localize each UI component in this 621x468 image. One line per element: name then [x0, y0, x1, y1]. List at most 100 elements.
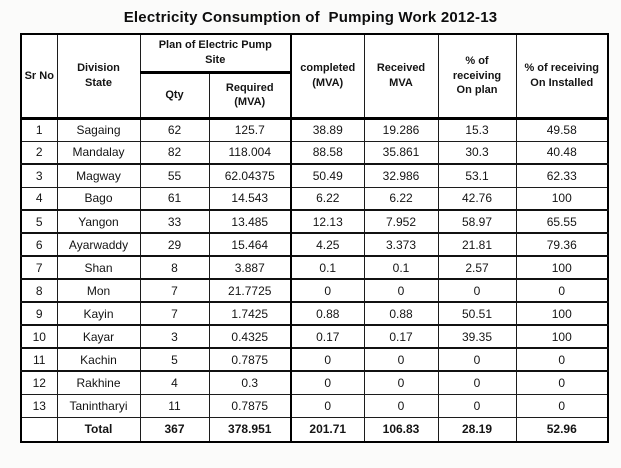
- col-header-plan-of-electric-pump-site: Plan of Electric Pump Site: [139, 33, 292, 74]
- cell-sr: 6: [20, 232, 58, 257]
- table-row-rakhine: 12 Rakhine 4 0.3 0 0 0 0: [20, 370, 609, 395]
- table-row-kachin: 11 Kachin 5 0.7875 0 0 0 0: [20, 347, 609, 372]
- cell-state: Mandalay: [56, 140, 141, 165]
- cell-qty: 33: [139, 209, 210, 234]
- cell-total-completed: 201.71: [290, 416, 365, 443]
- cell-qty: 55: [139, 163, 210, 188]
- cell-received: 0.17: [363, 324, 439, 349]
- cell-received: 6.22: [363, 186, 439, 211]
- electricity-consumption-table: Sr No Division State Plan of Electric Pu…: [20, 33, 609, 443]
- col-header-completed-mva: completed (MVA): [290, 33, 365, 119]
- cell-qty: 61: [139, 186, 210, 211]
- table-row-yangon: 5 Yangon 33 13.485 12.13 7.952 58.97 65.…: [20, 209, 609, 234]
- col-header-pct-receiving-on-installed: % of receiving On Installed: [515, 33, 609, 119]
- col-header-qty: Qty: [139, 71, 210, 119]
- cell-pct-plan: 15.3: [437, 117, 517, 142]
- cell-pct-plan: 30.3: [437, 140, 517, 165]
- cell-completed: 0: [290, 278, 365, 303]
- cell-required: 0.7875: [208, 393, 292, 418]
- cell-total-qty: 367: [139, 416, 210, 443]
- cell-completed: 4.25: [290, 232, 365, 257]
- col-header-division-state: Division State: [56, 33, 141, 119]
- cell-required: 1.7425: [208, 301, 292, 326]
- cell-required: 14.543: [208, 186, 292, 211]
- table-row-magway: 3 Magway 55 62.04375 50.49 32.986 53.1 6…: [20, 163, 609, 188]
- cell-sr: 8: [20, 278, 58, 303]
- cell-sr: 9: [20, 301, 58, 326]
- cell-state: Kayin: [56, 301, 141, 326]
- table-row-shan: 7 Shan 8 3.887 0.1 0.1 2.57 100: [20, 255, 609, 280]
- cell-required: 0.4325: [208, 324, 292, 349]
- cell-completed: 88.58: [290, 140, 365, 165]
- cell-completed: 50.49: [290, 163, 365, 188]
- cell-pct-installed: 0: [515, 278, 609, 303]
- cell-pct-installed: 100: [515, 255, 609, 280]
- cell-received: 3.373: [363, 232, 439, 257]
- cell-sr: 7: [20, 255, 58, 280]
- cell-state: Yangon: [56, 209, 141, 234]
- col-header-pct-receiving-on-plan: % of receiving On plan: [437, 33, 517, 119]
- cell-pct-installed: 79.36: [515, 232, 609, 257]
- page-title: Electricity Consumption of Pumping Work …: [123, 9, 498, 26]
- cell-required: 13.485: [208, 209, 292, 234]
- cell-pct-installed: 49.58: [515, 117, 609, 142]
- cell-received: 35.861: [363, 140, 439, 165]
- cell-required: 118.004: [208, 140, 292, 165]
- cell-total-required: 378.951: [208, 416, 292, 443]
- cell-required: 62.04375: [208, 163, 292, 188]
- cell-sr-empty: [20, 416, 58, 443]
- cell-received: 0.88: [363, 301, 439, 326]
- cell-state: Shan: [56, 255, 141, 280]
- cell-pct-installed: 62.33: [515, 163, 609, 188]
- cell-pct-plan: 2.57: [437, 255, 517, 280]
- cell-required: 21.7725: [208, 278, 292, 303]
- cell-state: Kachin: [56, 347, 141, 372]
- cell-pct-installed: 100: [515, 186, 609, 211]
- cell-total-pct-installed: 52.96: [515, 416, 609, 443]
- table-row-mandalay: 2 Mandalay 82 118.004 88.58 35.861 30.3 …: [20, 140, 609, 165]
- col-header-required-mva: Required (MVA): [208, 71, 292, 119]
- cell-total-label: Total: [56, 416, 141, 443]
- cell-qty: 7: [139, 301, 210, 326]
- cell-qty: 5: [139, 347, 210, 372]
- cell-sr: 10: [20, 324, 58, 349]
- cell-received: 7.952: [363, 209, 439, 234]
- cell-received: 0: [363, 393, 439, 418]
- cell-qty: 3: [139, 324, 210, 349]
- cell-completed: 38.89: [290, 117, 365, 142]
- cell-received: 19.286: [363, 117, 439, 142]
- cell-pct-plan: 0: [437, 278, 517, 303]
- table-row-sagaing: 1 Sagaing 62 125.7 38.89 19.286 15.3 49.…: [20, 117, 609, 142]
- cell-required: 125.7: [208, 117, 292, 142]
- cell-sr: 1: [20, 117, 58, 142]
- cell-pct-plan: 58.97: [437, 209, 517, 234]
- cell-pct-plan: 53.1: [437, 163, 517, 188]
- cell-pct-installed: 40.48: [515, 140, 609, 165]
- cell-sr: 3: [20, 163, 58, 188]
- col-header-received-mva: Received MVA: [363, 33, 439, 119]
- cell-completed: 0: [290, 393, 365, 418]
- cell-qty: 11: [139, 393, 210, 418]
- cell-completed: 6.22: [290, 186, 365, 211]
- cell-pct-installed: 0: [515, 393, 609, 418]
- cell-required: 0.3: [208, 370, 292, 395]
- cell-sr: 12: [20, 370, 58, 395]
- cell-completed: 0.17: [290, 324, 365, 349]
- cell-sr: 5: [20, 209, 58, 234]
- cell-state: Bago: [56, 186, 141, 211]
- cell-qty: 4: [139, 370, 210, 395]
- cell-pct-installed: 0: [515, 370, 609, 395]
- cell-pct-plan: 39.35: [437, 324, 517, 349]
- cell-completed: 0: [290, 347, 365, 372]
- cell-sr: 2: [20, 140, 58, 165]
- table-row-kayar: 10 Kayar 3 0.4325 0.17 0.17 39.35 100: [20, 324, 609, 349]
- cell-completed: 0.88: [290, 301, 365, 326]
- cell-received: 0: [363, 278, 439, 303]
- cell-sr: 11: [20, 347, 58, 372]
- cell-sr: 13: [20, 393, 58, 418]
- cell-total-pct-plan: 28.19: [437, 416, 517, 443]
- cell-qty: 82: [139, 140, 210, 165]
- cell-required: 0.7875: [208, 347, 292, 372]
- cell-pct-plan: 0: [437, 347, 517, 372]
- cell-pct-plan: 50.51: [437, 301, 517, 326]
